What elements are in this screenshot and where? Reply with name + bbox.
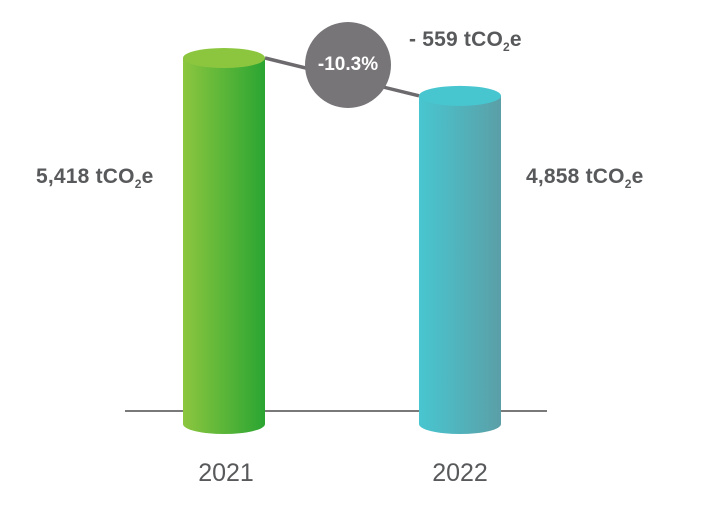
x-tick-label-2022: 2022 [432,459,488,487]
bar-2022 [419,95,501,434]
bar-2021 [183,58,265,434]
bar-top-cap-2022 [419,85,501,106]
bars-group [183,48,501,434]
value-label-2021: 5,418 tCO2e [36,165,154,191]
bar-top-cap-2021 [183,48,265,68]
value-label-2022: 4,858 tCO2e [526,165,644,191]
change-percent-label: -10.3% [317,54,379,75]
change-percent-bubble: -10.3% [305,22,391,108]
x-tick-label-2021: 2021 [198,459,254,487]
change-absolute-label: - 559 tCO2e [409,28,522,54]
